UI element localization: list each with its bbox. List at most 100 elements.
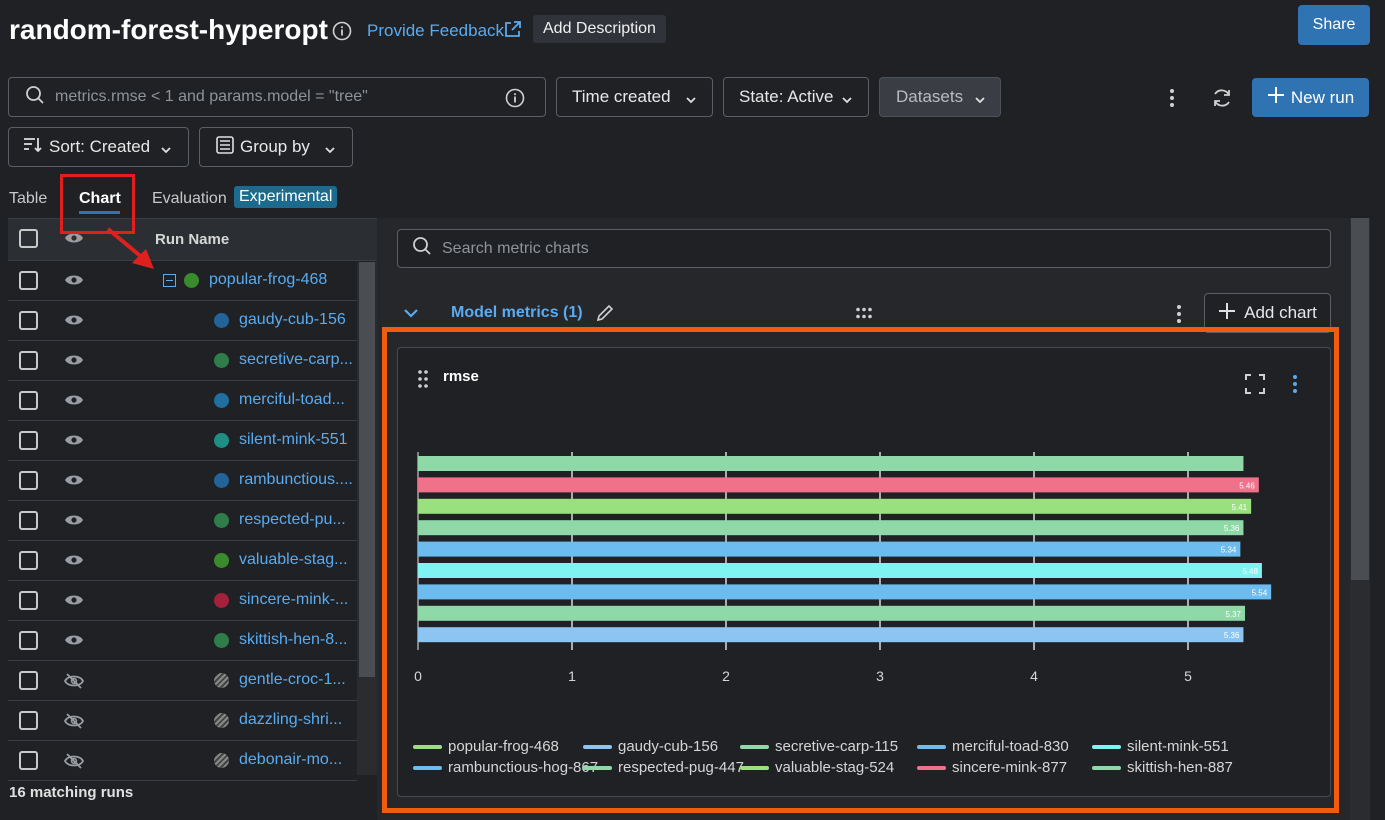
run-color-swatch[interactable] [214, 513, 229, 528]
sort-dropdown[interactable]: Sort: Created [8, 127, 189, 167]
card-drag-handle-icon[interactable] [417, 369, 429, 394]
external-link-icon[interactable] [503, 20, 522, 44]
eye-icon[interactable] [64, 313, 84, 332]
collapse-chevron-icon[interactable] [403, 306, 419, 325]
run-checkbox[interactable] [19, 471, 38, 490]
bar[interactable] [418, 584, 1272, 600]
run-checkbox[interactable] [19, 671, 38, 690]
run-color-swatch[interactable] [214, 433, 229, 448]
run-color-swatch[interactable] [214, 393, 229, 408]
time-created-dropdown[interactable]: Time created [556, 77, 713, 117]
eye-icon[interactable] [64, 473, 84, 492]
bar[interactable] [418, 541, 1241, 557]
chart-more-icon[interactable] [1287, 374, 1303, 399]
eye-icon[interactable] [64, 273, 84, 292]
run-checkbox[interactable] [19, 711, 38, 730]
run-name-link[interactable]: silent-mink-551 [239, 431, 348, 448]
run-name-link[interactable]: debonair-mo... [239, 751, 343, 768]
run-color-swatch[interactable] [214, 353, 229, 368]
run-color-swatch[interactable] [214, 753, 229, 768]
legend-item[interactable]: merciful-toad-830 [917, 738, 1069, 755]
eye-off-icon[interactable] [63, 713, 85, 734]
run-checkbox[interactable] [19, 351, 38, 370]
edit-pencil-icon[interactable] [595, 303, 615, 328]
run-checkbox[interactable] [19, 551, 38, 570]
add-description-button[interactable]: Add Description [533, 15, 666, 43]
bar[interactable] [418, 605, 1245, 621]
legend-item[interactable]: rambunctious-hog-867 [413, 759, 598, 776]
run-row[interactable]: sincere-mink-... [8, 581, 357, 621]
run-color-swatch[interactable] [214, 713, 229, 728]
run-row[interactable]: rambunctious.... [8, 461, 357, 501]
eye-icon[interactable] [64, 433, 84, 452]
run-row[interactable]: silent-mink-551 [8, 421, 357, 461]
run-color-swatch[interactable] [214, 473, 229, 488]
group-by-dropdown[interactable]: Group by [199, 127, 353, 167]
run-name-link[interactable]: gaudy-cub-156 [239, 311, 346, 328]
legend-item[interactable]: skittish-hen-887 [1092, 759, 1233, 776]
run-row[interactable]: respected-pu... [8, 501, 357, 541]
tab-chart[interactable]: Chart [79, 190, 121, 207]
bar[interactable] [418, 520, 1244, 536]
charts-scrollbar-thumb[interactable] [1351, 218, 1369, 580]
run-color-swatch[interactable] [214, 633, 229, 648]
run-row[interactable]: secretive-carp... [8, 341, 357, 381]
run-row[interactable]: merciful-toad... [8, 381, 357, 421]
bar[interactable] [418, 498, 1252, 514]
add-chart-button[interactable]: Add chart [1204, 293, 1331, 333]
bar[interactable] [418, 627, 1244, 643]
legend-item[interactable]: sincere-mink-877 [917, 759, 1067, 776]
collapse-group-icon[interactable] [163, 274, 176, 287]
run-row[interactable]: debonair-mo... [8, 741, 357, 781]
share-button[interactable]: Share [1298, 5, 1370, 45]
run-name-link[interactable]: merciful-toad... [239, 391, 345, 408]
run-checkbox[interactable] [19, 431, 38, 450]
refresh-icon[interactable] [1211, 87, 1233, 114]
eye-icon[interactable] [64, 633, 84, 652]
runs-scrollbar-thumb[interactable] [359, 262, 375, 677]
run-name-link[interactable]: gentle-croc-1... [239, 671, 346, 688]
run-row[interactable]: skittish-hen-8... [8, 621, 357, 661]
run-name-link[interactable]: popular-frog-468 [209, 271, 328, 288]
eye-icon[interactable] [64, 593, 84, 612]
run-name-link[interactable]: skittish-hen-8... [239, 631, 348, 648]
run-color-swatch[interactable] [214, 673, 229, 688]
bar[interactable] [418, 456, 1244, 471]
legend-item[interactable]: valuable-stag-524 [740, 759, 894, 776]
state-dropdown[interactable]: State: Active [723, 77, 869, 117]
search-info-icon[interactable] [505, 88, 525, 113]
eye-icon[interactable] [64, 353, 84, 372]
more-options-icon[interactable] [1164, 88, 1180, 113]
tab-table[interactable]: Table [9, 190, 48, 207]
runs-search-input[interactable]: metrics.rmse < 1 and params.model = "tre… [8, 77, 546, 117]
run-row[interactable]: popular-frog-468 [8, 261, 357, 301]
run-name-link[interactable]: respected-pu... [239, 511, 346, 528]
info-icon[interactable] [332, 21, 352, 41]
eye-icon[interactable] [64, 553, 84, 572]
run-checkbox[interactable] [19, 311, 38, 330]
run-checkbox[interactable] [19, 511, 38, 530]
drag-handle-icon[interactable] [855, 306, 873, 324]
run-row[interactable]: dazzling-shri... [8, 701, 357, 741]
new-run-button[interactable]: New run [1252, 78, 1369, 117]
run-checkbox[interactable] [19, 391, 38, 410]
eye-off-icon[interactable] [63, 753, 85, 774]
legend-item[interactable]: gaudy-cub-156 [583, 738, 718, 755]
run-name-link[interactable]: dazzling-shri... [239, 711, 343, 728]
legend-item[interactable]: silent-mink-551 [1092, 738, 1229, 755]
legend-item[interactable]: popular-frog-468 [413, 738, 559, 755]
run-name-link[interactable]: secretive-carp... [239, 351, 353, 368]
run-name-link[interactable]: sincere-mink-... [239, 591, 349, 608]
eye-icon[interactable] [64, 393, 84, 412]
run-color-swatch[interactable] [214, 313, 229, 328]
bar[interactable] [418, 477, 1259, 493]
run-checkbox[interactable] [19, 751, 38, 770]
run-color-swatch[interactable] [214, 553, 229, 568]
run-checkbox[interactable] [19, 271, 38, 290]
eye-off-icon[interactable] [63, 673, 85, 694]
datasets-dropdown[interactable]: Datasets [879, 77, 1001, 117]
run-checkbox[interactable] [19, 591, 38, 610]
provide-feedback-link[interactable]: Provide Feedback [367, 21, 505, 40]
section-more-icon[interactable] [1171, 304, 1187, 329]
run-color-swatch[interactable] [184, 273, 199, 288]
